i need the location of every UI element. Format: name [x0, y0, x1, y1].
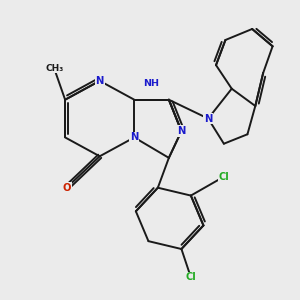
Text: NH: NH	[144, 79, 160, 88]
Text: O: O	[62, 183, 71, 193]
Text: CH₃: CH₃	[45, 64, 63, 73]
Text: N: N	[177, 126, 186, 136]
Text: N: N	[95, 76, 104, 86]
Text: N: N	[130, 132, 139, 142]
Text: Cl: Cl	[218, 172, 229, 182]
Text: N: N	[204, 114, 212, 124]
Text: Cl: Cl	[185, 272, 196, 282]
